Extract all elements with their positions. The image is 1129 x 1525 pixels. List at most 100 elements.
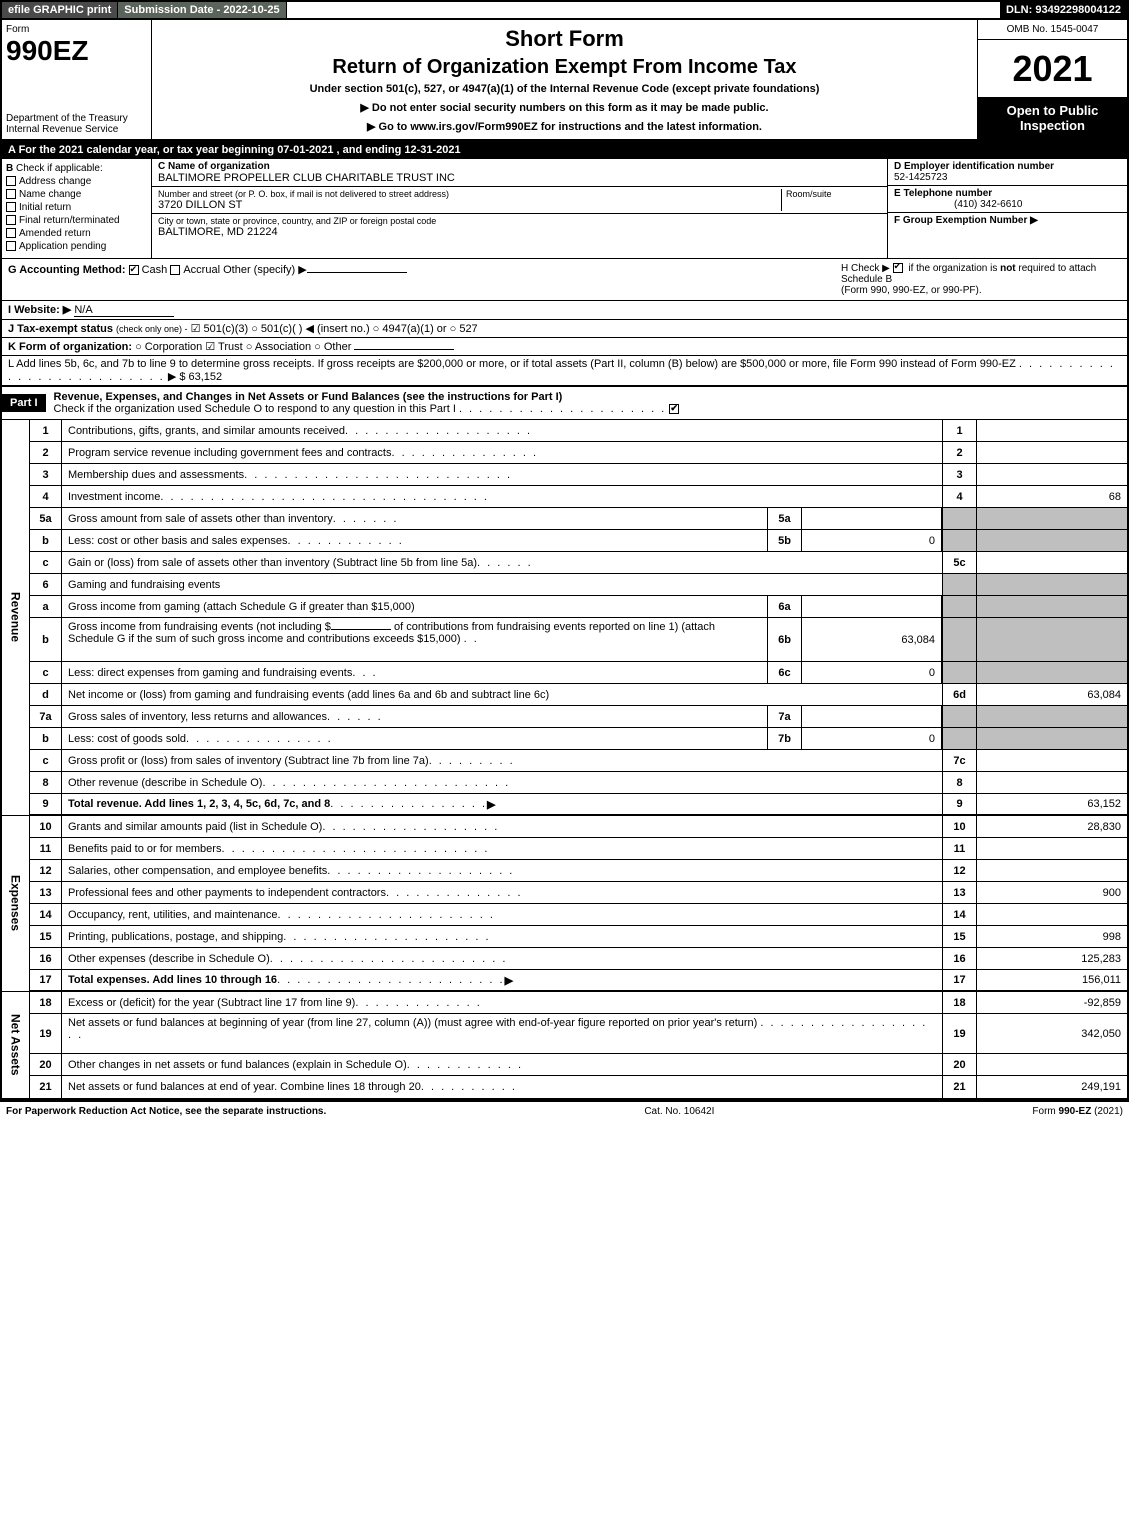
line-16-box: 16: [942, 948, 977, 969]
line-18-amt: -92,859: [977, 992, 1127, 1013]
line-9-amt: 63,152: [977, 794, 1127, 814]
line-1-amt: [977, 420, 1127, 441]
line-6a-subamt: [802, 596, 942, 617]
page-footer: For Paperwork Reduction Act Notice, see …: [0, 1100, 1129, 1121]
line-1-box: 1: [942, 420, 977, 441]
ein: 52-1425723: [894, 172, 947, 183]
header-mid: Short Form Return of Organization Exempt…: [152, 20, 977, 139]
line-7b-desc: Less: cost of goods sold . . . . . . . .…: [62, 728, 767, 749]
city-label: City or town, state or province, country…: [158, 216, 436, 226]
chk-initial-return[interactable]: Initial return: [6, 202, 147, 213]
line-5b-subamt: 0: [802, 530, 942, 551]
line-14-num: 14: [30, 904, 62, 925]
line-16-amt: 125,283: [977, 948, 1127, 969]
line-7c-num: c: [30, 750, 62, 771]
header-left: Form 990EZ Department of the Treasury In…: [2, 20, 152, 139]
line-9-desc: Total revenue. Add lines 1, 2, 3, 4, 5c,…: [62, 794, 942, 814]
line-15-num: 15: [30, 926, 62, 947]
line-7c-desc: Gross profit or (loss) from sales of inv…: [62, 750, 942, 771]
line-2-desc: Program service revenue including govern…: [62, 442, 942, 463]
line-6c-num: c: [30, 662, 62, 683]
room-suite-label: Room/suite: [781, 189, 881, 211]
line-6d-box: 6d: [942, 684, 977, 705]
submission-date: Submission Date - 2022-10-25: [118, 2, 286, 18]
chk-amended[interactable]: Amended return: [6, 228, 147, 239]
chk-part1-sched-o[interactable]: [669, 404, 679, 414]
section-i: I Website: ▶ N/A: [0, 301, 1129, 320]
phone: (410) 342-6610: [894, 199, 1022, 210]
line-7c-amt: [977, 750, 1127, 771]
line-14-desc: Occupancy, rent, utilities, and maintena…: [62, 904, 942, 925]
line-a: A For the 2021 calendar year, or tax yea…: [0, 141, 1129, 159]
line-15-amt: 998: [977, 926, 1127, 947]
line-4-box: 4: [942, 486, 977, 507]
d-label: D Employer identification number: [894, 161, 1054, 172]
org-street: 3720 DILLON ST: [158, 199, 781, 211]
main-title: Return of Organization Exempt From Incom…: [158, 56, 971, 79]
line-5a-sub: 5a: [767, 508, 802, 529]
form-number: 990EZ: [6, 35, 147, 67]
chk-app-pending[interactable]: Application pending: [6, 241, 147, 252]
line-20-desc: Other changes in net assets or fund bala…: [62, 1054, 942, 1075]
line-5b-num: b: [30, 530, 62, 551]
line-15-box: 15: [942, 926, 977, 947]
section-b: B Check if applicable: Address change Na…: [2, 159, 152, 258]
line-18-box: 18: [942, 992, 977, 1013]
line-6b-num: b: [30, 618, 62, 661]
line-6b-desc: Gross income from fundraising events (no…: [62, 618, 767, 661]
line-5a-desc: Gross amount from sale of assets other t…: [62, 508, 767, 529]
line-2-num: 2: [30, 442, 62, 463]
line-5a-subamt: [802, 508, 942, 529]
line-7c-box: 7c: [942, 750, 977, 771]
top-bar: efile GRAPHIC print Submission Date - 20…: [0, 0, 1129, 20]
line-4-desc: Investment income . . . . . . . . . . . …: [62, 486, 942, 507]
chk-accrual[interactable]: [170, 265, 180, 275]
sub-title: Under section 501(c), 527, or 4947(a)(1)…: [158, 83, 971, 95]
tax-year: 2021: [978, 40, 1127, 97]
chk-cash[interactable]: [129, 265, 139, 275]
chk-final-return[interactable]: Final return/terminated: [6, 215, 147, 226]
line-6a-sub: 6a: [767, 596, 802, 617]
org-info-block: B Check if applicable: Address change Na…: [0, 159, 1129, 259]
line-21-desc: Net assets or fund balances at end of ye…: [62, 1076, 942, 1098]
c-name-label: C Name of organization: [158, 161, 455, 172]
line-5c-num: c: [30, 552, 62, 573]
line-6-num: 6: [30, 574, 62, 595]
footer-formref: Form 990-EZ (2021): [1032, 1106, 1123, 1117]
chk-sched-b[interactable]: [893, 263, 903, 273]
line-6c-subamt: 0: [802, 662, 942, 683]
dln: DLN: 93492298004122: [1000, 2, 1127, 18]
line-14-amt: [977, 904, 1127, 925]
line-17-desc: Total expenses. Add lines 10 through 16 …: [62, 970, 942, 990]
line-12-num: 12: [30, 860, 62, 881]
line-5a-num: 5a: [30, 508, 62, 529]
chk-name-change[interactable]: Name change: [6, 189, 147, 200]
line-21-amt: 249,191: [977, 1076, 1127, 1098]
line-17-num: 17: [30, 970, 62, 990]
line-6d-num: d: [30, 684, 62, 705]
line-8-num: 8: [30, 772, 62, 793]
line-15-desc: Printing, publications, postage, and shi…: [62, 926, 942, 947]
irs-link[interactable]: www.irs.gov/Form990EZ: [410, 121, 537, 133]
ssn-notice: ▶ Do not enter social security numbers o…: [158, 101, 971, 114]
header-right: OMB No. 1545-0047 2021 Open to Public In…: [977, 20, 1127, 139]
chk-address-change[interactable]: Address change: [6, 176, 147, 187]
section-l: L Add lines 5b, 6c, and 7b to line 9 to …: [0, 356, 1129, 387]
line-5b-desc: Less: cost or other basis and sales expe…: [62, 530, 767, 551]
l-amount: ▶ $ 63,152: [168, 371, 222, 383]
line-19-amt: 342,050: [977, 1014, 1127, 1053]
line-20-box: 20: [942, 1054, 977, 1075]
line-13-desc: Professional fees and other payments to …: [62, 882, 942, 903]
line-17-amt: 156,011: [977, 970, 1127, 990]
efile-print-button[interactable]: efile GRAPHIC print: [2, 2, 118, 18]
line-1-desc: Contributions, gifts, grants, and simila…: [62, 420, 942, 441]
section-j: J Tax-exempt status (check only one) - ☑…: [0, 320, 1129, 338]
line-18-desc: Excess or (deficit) for the year (Subtra…: [62, 992, 942, 1013]
line-7b-num: b: [30, 728, 62, 749]
line-2-amt: [977, 442, 1127, 463]
footer-left: For Paperwork Reduction Act Notice, see …: [6, 1106, 326, 1117]
line-6a-desc: Gross income from gaming (attach Schedul…: [62, 596, 767, 617]
e-label: E Telephone number: [894, 188, 992, 199]
line-7a-desc: Gross sales of inventory, less returns a…: [62, 706, 767, 727]
line-21-box: 21: [942, 1076, 977, 1098]
